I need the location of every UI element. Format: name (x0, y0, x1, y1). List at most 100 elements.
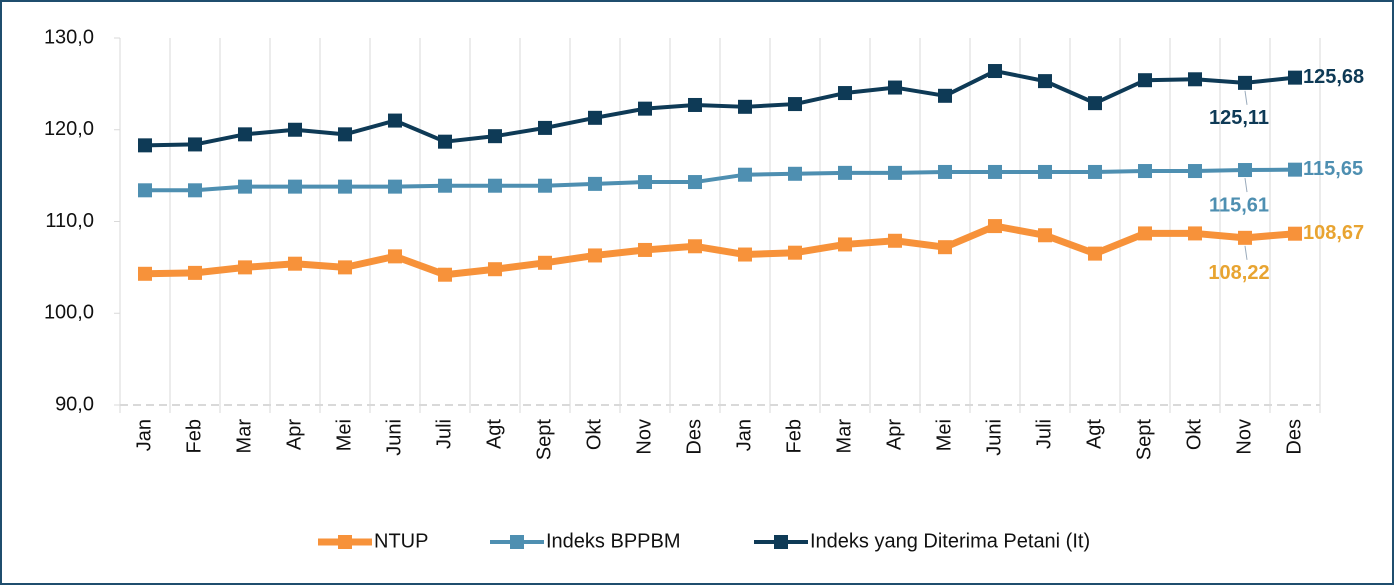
x-tick-label: Okt (1183, 419, 1205, 451)
x-tick-label: Juli (1033, 419, 1055, 449)
data-label: 108,67 (1303, 222, 1364, 244)
point-marker (238, 127, 252, 142)
point-marker (288, 122, 302, 137)
point-marker (138, 266, 152, 281)
y-tick-label: 90,0 (55, 393, 94, 415)
point-marker (1138, 73, 1152, 88)
x-tick-label: Agt (1083, 419, 1105, 449)
point-marker (1088, 96, 1102, 111)
point-marker (538, 120, 552, 135)
point-marker (388, 249, 402, 264)
point-marker (1238, 230, 1252, 245)
point-marker (1038, 164, 1052, 179)
x-tick-label: Juni (383, 419, 405, 456)
leader-line (1244, 177, 1248, 193)
point-marker (788, 97, 802, 112)
point-marker (338, 127, 352, 142)
y-tick-label: 130,0 (44, 26, 94, 48)
legend-marker (338, 535, 352, 549)
x-tick-label: Des (683, 419, 705, 455)
series-line (144, 222, 1296, 279)
point-marker (488, 178, 502, 193)
point-marker (1038, 74, 1052, 89)
point-marker (388, 179, 402, 194)
point-marker (888, 233, 902, 248)
legend-label: NTUP (374, 530, 428, 552)
x-tick-label: Juni (983, 419, 1005, 456)
point-marker (188, 137, 202, 152)
point-marker (1188, 72, 1202, 87)
point-marker (738, 167, 752, 182)
series-line (144, 69, 1296, 148)
point-marker (1188, 164, 1202, 179)
x-tick-label: Jan (133, 419, 155, 451)
point-marker (138, 183, 152, 198)
x-tick-label: Mei (933, 419, 955, 451)
legend-label: Indeks BPPBM (546, 530, 681, 552)
point-marker (738, 247, 752, 262)
point-marker (1088, 164, 1102, 179)
point-marker (988, 164, 1002, 179)
point-marker (938, 164, 952, 179)
legend-marker (510, 535, 524, 549)
point-marker (688, 239, 702, 254)
point-marker (838, 165, 852, 180)
point-marker (538, 255, 552, 270)
data-label: 115,65 (1303, 158, 1363, 180)
data-label: 115,61 (1209, 194, 1269, 216)
point-marker (438, 267, 452, 282)
point-marker (488, 129, 502, 144)
x-tick-label: Feb (783, 419, 805, 453)
point-marker (1138, 226, 1152, 241)
x-tick-label: Des (1283, 419, 1305, 455)
y-tick-label: 100,0 (44, 302, 94, 324)
y-tick-label: 110,0 (45, 210, 94, 232)
point-marker (288, 256, 302, 271)
x-tick-label: Apr (883, 419, 905, 450)
x-tick-label: Okt (583, 419, 605, 451)
point-marker (838, 237, 852, 252)
point-marker (1138, 164, 1152, 179)
x-tick-label: Sept (533, 419, 555, 461)
point-marker (938, 88, 952, 103)
point-marker (988, 64, 1002, 79)
point-marker (988, 219, 1002, 234)
legend-marker (774, 535, 788, 549)
x-tick-label: Agt (483, 419, 505, 449)
x-tick-label: Sept (1133, 419, 1155, 461)
point-marker (488, 262, 502, 277)
point-marker (738, 99, 752, 114)
point-marker (888, 80, 902, 95)
point-marker (1238, 163, 1252, 178)
point-marker (338, 179, 352, 194)
x-tick-label: Apr (283, 419, 305, 450)
data-label: 125,11 (1209, 107, 1269, 129)
point-marker (538, 178, 552, 193)
point-marker (688, 97, 702, 112)
point-marker (638, 101, 652, 116)
point-marker (1188, 226, 1202, 241)
y-tick-label: 120,0 (44, 118, 94, 140)
x-tick-label: Nov (633, 419, 655, 455)
x-tick-label: Mar (233, 419, 255, 454)
point-marker (938, 240, 952, 255)
x-tick-label: Mar (833, 419, 855, 454)
point-marker (388, 113, 402, 128)
legend-label: Indeks yang Diterima Petani (It) (810, 530, 1090, 552)
data-label: 108,22 (1208, 262, 1269, 284)
point-marker (588, 248, 602, 263)
point-marker (238, 179, 252, 194)
x-tick-label: Juli (433, 419, 455, 449)
point-marker (438, 134, 452, 149)
leader-line (1244, 245, 1248, 260)
point-marker (888, 165, 902, 180)
x-tick-label: Jan (733, 419, 755, 451)
point-marker (588, 176, 602, 191)
point-marker (238, 260, 252, 275)
point-marker (1288, 162, 1302, 177)
data-label: 125,68 (1303, 66, 1364, 88)
series-line (145, 167, 1296, 193)
point-marker (1088, 246, 1102, 261)
